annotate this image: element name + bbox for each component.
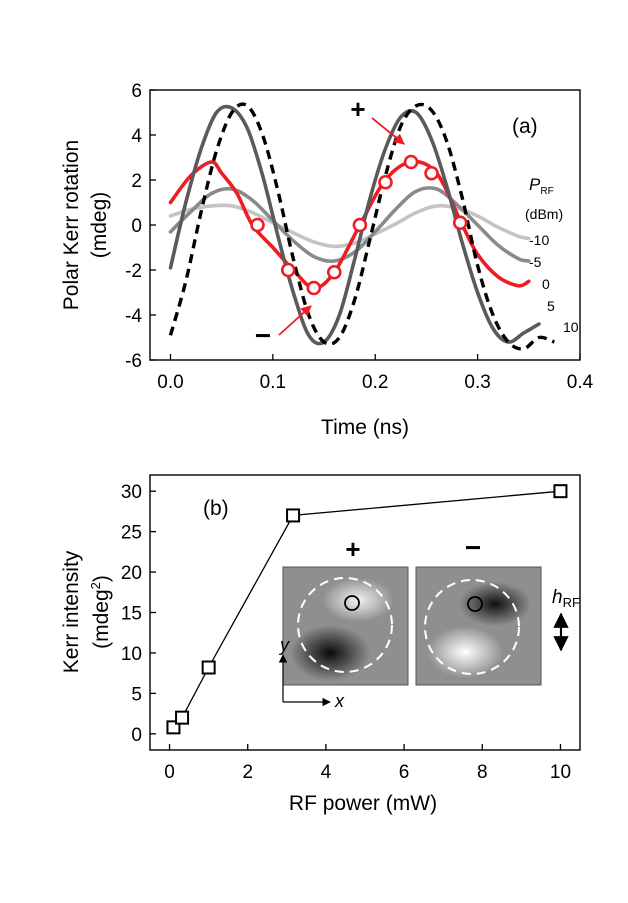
panel-b-ylabel-line2: (mdeg2) bbox=[88, 575, 113, 649]
series-0dbm-point bbox=[326, 264, 342, 280]
legend-title-main: P bbox=[529, 175, 541, 194]
series-0dbm-point bbox=[352, 217, 368, 233]
y-tick-label: 6 bbox=[131, 81, 142, 102]
inset-y-label: y bbox=[278, 635, 290, 655]
legend-entry-5: 5 bbox=[547, 298, 555, 314]
inset-x-label: x bbox=[334, 691, 345, 711]
legend-entry-minus5: -5 bbox=[529, 254, 542, 270]
x-tick-label: 2 bbox=[242, 762, 253, 783]
legend-entry-10: 10 bbox=[563, 319, 579, 335]
x-tick-label: 0.3 bbox=[464, 372, 490, 393]
series-0dbm-point bbox=[403, 154, 419, 170]
x-tick-label: 4 bbox=[321, 762, 332, 783]
series-0dbm-point bbox=[424, 165, 439, 181]
panel-a-ylabel-line1: Polar Kerr rotation bbox=[60, 140, 83, 310]
y-tick-label: -4 bbox=[125, 306, 142, 327]
y-tick-label: -6 bbox=[125, 351, 142, 372]
series-10dbm-line bbox=[168, 102, 555, 351]
legend-unit: (dBm) bbox=[525, 206, 563, 222]
legend-title: PRF bbox=[529, 175, 554, 197]
panel-a-ylabel-line2: (mdeg) bbox=[88, 192, 111, 259]
hrf-main: h bbox=[552, 587, 563, 608]
panel-b-y-ticks: 0 5 10 15 20 25 30 bbox=[121, 482, 156, 746]
panel-b-xlabel: RF power (mW) bbox=[289, 792, 437, 815]
x-tick-label: 10 bbox=[550, 762, 571, 783]
x-tick-label: 6 bbox=[399, 762, 410, 783]
kerr-intensity-point bbox=[553, 484, 568, 499]
ylabel-b-end: ) bbox=[90, 575, 113, 582]
kerr-intensity-point bbox=[286, 508, 301, 523]
y-tick-label: 15 bbox=[121, 604, 142, 625]
series-minus10dbm-line bbox=[168, 203, 531, 249]
panel-a-label: (a) bbox=[512, 115, 538, 138]
x-tick-label: 0.0 bbox=[157, 372, 183, 393]
x-tick-label: 0.4 bbox=[567, 372, 594, 393]
x-tick-label: 0 bbox=[164, 762, 175, 783]
series-0dbm-point bbox=[452, 215, 468, 231]
probe-circle-plus bbox=[344, 595, 360, 611]
hrf-sub: RF bbox=[563, 595, 580, 610]
y-tick-label: 20 bbox=[121, 563, 142, 584]
y-tick-label: 2 bbox=[131, 171, 142, 192]
series-0dbm-point bbox=[250, 217, 265, 233]
ylabel-b-main: (mdeg bbox=[90, 589, 113, 649]
series-0dbm-point bbox=[378, 174, 393, 190]
probe-circle-minus bbox=[467, 596, 483, 612]
inset-plus-label: + bbox=[345, 534, 360, 564]
panel-a: 0.0 0.1 0.2 0.3 0.4 -6 -4 -2 0 2 4 6 (a) Time (ns)… bbox=[60, 81, 594, 439]
x-tick-label: 8 bbox=[477, 762, 488, 783]
y-tick-label: 10 bbox=[121, 644, 142, 665]
y-tick-label: 25 bbox=[121, 523, 142, 544]
minus-annotation: − bbox=[255, 320, 271, 351]
y-tick-label: 30 bbox=[121, 482, 142, 503]
legend-entry-0: 0 bbox=[542, 276, 550, 292]
series-0dbm-point bbox=[280, 262, 296, 278]
kerr-intensity-point bbox=[201, 660, 216, 675]
inset-minus-label: − bbox=[465, 532, 481, 563]
hrf-label: hRF bbox=[552, 587, 580, 610]
arrow-plus bbox=[371, 117, 405, 145]
x-tick-label: 0.1 bbox=[260, 372, 286, 393]
series-0dbm-point bbox=[306, 280, 322, 296]
arrow-minus bbox=[278, 305, 312, 336]
panel-a-y-ticks: -6 -4 -2 0 2 4 6 bbox=[125, 81, 156, 372]
y-tick-label: -2 bbox=[125, 261, 142, 282]
panel-b-x-ticks: 0 2 4 6 8 10 bbox=[164, 744, 571, 783]
y-tick-label: 5 bbox=[131, 684, 142, 705]
panel-a-markers bbox=[250, 154, 468, 296]
panel-b-label: (b) bbox=[203, 497, 229, 520]
panel-a-xlabel: Time (ns) bbox=[321, 416, 409, 439]
y-tick-label: 0 bbox=[131, 216, 142, 237]
y-tick-label: 4 bbox=[131, 126, 142, 147]
panel-b-series bbox=[166, 484, 568, 735]
legend-title-sub: RF bbox=[540, 186, 553, 197]
plus-annotation: + bbox=[350, 94, 365, 124]
ylabel-b-sup: 2 bbox=[88, 582, 103, 589]
kerr-intensity-point bbox=[175, 710, 190, 725]
x-tick-label: 0.2 bbox=[362, 372, 388, 393]
panel-b: 0 2 4 6 8 10 0 5 10 15 20 25 30 (b) RF power (mW) K… bbox=[60, 474, 581, 815]
series-5dbm-line bbox=[168, 104, 541, 346]
legend-entry-minus10: -10 bbox=[529, 232, 549, 248]
y-tick-label: 0 bbox=[131, 725, 142, 746]
panel-b-ylabel-line1: Kerr intensity bbox=[60, 550, 83, 673]
inset-plus-image bbox=[282, 566, 409, 686]
panel-a-x-ticks: 0.0 0.1 0.2 0.3 0.4 bbox=[157, 354, 594, 393]
inset-minus-image bbox=[415, 566, 542, 686]
